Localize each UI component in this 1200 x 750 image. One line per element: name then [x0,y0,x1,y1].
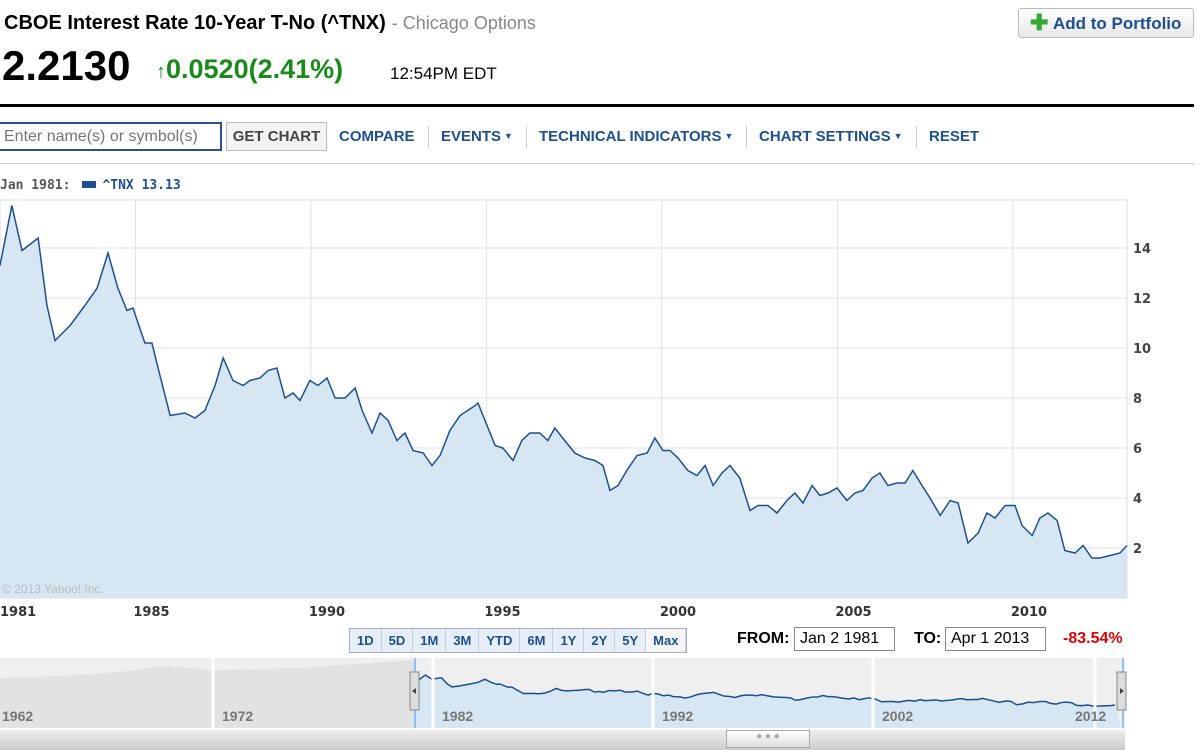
reset-button[interactable]: RESET [929,128,980,145]
divider [746,126,747,148]
navigator-label: 1972 [222,708,253,724]
series-area [0,205,1127,598]
price-chart[interactable]: 2 4 6 8 10 12 14 1981 1985 1990 1995 2000 2005 2010 [0,170,1194,625]
range-button-max[interactable]: Max [646,629,687,652]
arrow-up-icon: ↑ [156,61,166,83]
from-label: FROM: [737,630,790,647]
navigator-scrollbar[interactable] [0,730,1125,750]
compare-button[interactable]: COMPARE [339,128,415,145]
exchange-name: - Chicago Options [391,13,536,33]
divider [428,126,429,148]
navigator-area [415,675,1121,728]
series-line [0,205,1128,559]
plus-icon: ✚ [1030,10,1049,35]
symbol-input[interactable] [0,122,222,151]
divider [0,163,1194,164]
navigator-label: 1992 [662,708,693,724]
range-button-5y[interactable]: 5Y [615,629,647,652]
range-navigator[interactable]: 1962 1972 1982 1992 2002 2012 [0,658,1140,730]
y-tick-label: 6 [1133,442,1142,457]
chevron-left-icon [412,688,416,694]
range-selector: 1D 5D 1M 3M YTD 6M 1Y 2Y 5Y Max [349,628,688,653]
range-button-2y[interactable]: 2Y [584,629,616,652]
page-title: CBOE Interest Rate 10-Year T-No (^TNX) - … [4,12,536,34]
x-tick-label: 2005 [835,605,871,620]
range-button-1d[interactable]: 1D [350,629,382,652]
x-tick-label: 1985 [133,605,169,620]
to-date-input[interactable]: Apr 1 2013 [945,627,1046,651]
quote-time: 12:54PM EDT [390,64,497,83]
range-button-1m[interactable]: 1M [413,629,447,652]
get-chart-button[interactable]: GET CHART [226,122,327,151]
add-to-portfolio-button[interactable]: ✚ Add to Portfolio [1018,8,1194,38]
navigator-label: 1962 [2,708,33,724]
divider [916,126,917,148]
technical-indicators-menu[interactable]: TECHNICAL INDICATORS ▼ [539,128,734,145]
range-button-ytd[interactable]: YTD [479,629,521,652]
caret-down-icon: ▼ [724,131,734,141]
divider [0,104,1194,107]
y-tick-label: 10 [1133,342,1151,357]
y-tick-label: 8 [1133,392,1142,407]
history-area [0,660,415,728]
x-tick-label: 2000 [660,605,696,620]
to-label: TO: [914,630,942,647]
from-date-input[interactable]: Jan 2 1981 [794,627,895,651]
scrollbar-thumb[interactable]: ● ● ● [726,730,810,748]
y-tick-label: 12 [1133,292,1151,307]
price-change: ↑0.0520(2.41%) [156,54,344,84]
divider [526,126,527,148]
caret-down-icon: ▼ [893,131,903,141]
caret-down-icon: ▼ [504,131,513,141]
chart-legend: Jan 1981: ^TNX 13.13 [0,178,181,193]
last-price: 2.2130 [2,42,131,89]
copyright: © 2013 Yahoo! Inc. [2,582,104,596]
range-button-6m[interactable]: 6M [520,629,554,652]
x-tick-label: 1981 [0,605,36,620]
range-button-5d[interactable]: 5D [381,629,414,652]
chart-settings-menu[interactable]: CHART SETTINGS ▼ [759,128,903,145]
x-tick-label: 2010 [1011,605,1047,620]
period-change: -83.54% [1063,630,1123,647]
navigator-label: 2012 [1075,708,1106,724]
navigator-label: 1982 [442,708,473,724]
y-tick-label: 14 [1133,242,1151,257]
events-menu[interactable]: EVENTS ▼ [441,128,513,145]
x-tick-label: 1990 [309,605,345,620]
chevron-right-icon [1120,688,1124,694]
range-button-3m[interactable]: 3M [446,629,480,652]
y-tick-label: 4 [1133,492,1142,507]
navigator-label: 2002 [882,708,913,724]
x-tick-label: 1995 [484,605,520,620]
navigator-line [417,674,1115,707]
y-tick-label: 2 [1133,542,1142,557]
range-button-1y[interactable]: 1Y [553,629,585,652]
series-swatch [82,181,97,188]
